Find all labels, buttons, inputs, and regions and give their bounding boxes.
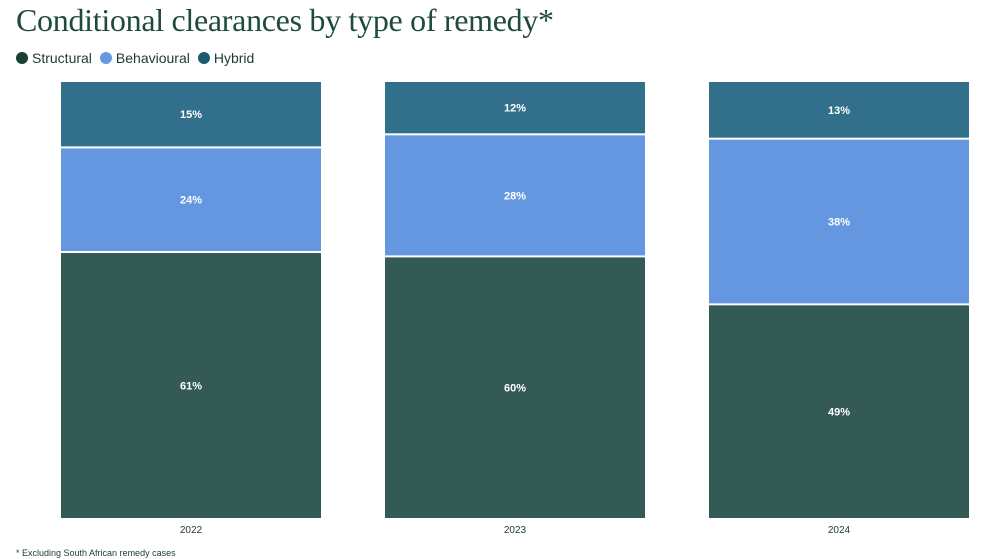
legend-item-hybrid: Hybrid xyxy=(197,50,255,66)
data-label-structural-2022: 61% xyxy=(180,381,202,393)
legend-swatch-behavioural xyxy=(99,52,112,64)
data-label-hybrid-2023: 12% xyxy=(504,103,526,115)
legend-label-behavioural: Behavioural xyxy=(115,50,190,66)
bar-segment-hybrid-2023 xyxy=(385,82,645,134)
data-label-hybrid-2022: 15% xyxy=(180,109,202,121)
legend-label-structural: Structural xyxy=(32,50,92,66)
bar-segment-behavioural-2023 xyxy=(385,135,645,256)
x-tick-label-2023: 2023 xyxy=(504,525,527,536)
bar-segment-structural-2024 xyxy=(709,305,969,518)
legend-swatch-structural xyxy=(16,52,28,64)
chart-legend: Structural Behavioural Hybrid xyxy=(16,50,254,66)
bar-segment-hybrid-2022 xyxy=(61,82,321,147)
bar-segment-structural-2022 xyxy=(61,253,321,519)
data-label-behavioural-2023: 28% xyxy=(504,190,526,202)
data-label-structural-2024: 49% xyxy=(828,407,850,419)
data-label-structural-2023: 60% xyxy=(504,383,526,395)
bar-segment-hybrid-2024 xyxy=(709,82,969,138)
x-tick-label-2022: 2022 xyxy=(180,525,203,536)
legend-item-structural: Structural xyxy=(16,50,92,66)
legend-swatch-hybrid xyxy=(197,52,210,64)
x-tick-label-2024: 2024 xyxy=(828,525,851,536)
data-label-hybrid-2024: 13% xyxy=(828,105,850,117)
legend-item-behavioural: Behavioural xyxy=(99,50,190,66)
bar-segment-behavioural-2022 xyxy=(61,148,321,252)
footnote: * Excluding South African remedy cases xyxy=(16,548,176,558)
data-label-behavioural-2024: 38% xyxy=(828,217,850,229)
legend-label-hybrid: Hybrid xyxy=(213,50,255,66)
bar-segment-behavioural-2024 xyxy=(709,139,969,304)
data-label-behavioural-2022: 24% xyxy=(180,195,202,207)
bar-segment-structural-2023 xyxy=(385,257,645,518)
chart-title: Conditional clearances by type of remedy… xyxy=(16,2,554,38)
